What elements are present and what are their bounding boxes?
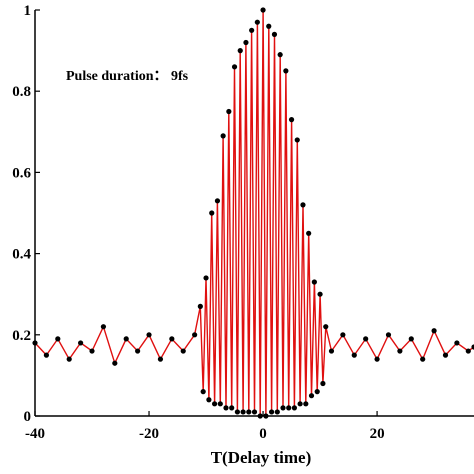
data-point (303, 401, 309, 407)
data-point (123, 336, 129, 342)
data-point (271, 31, 278, 37)
data-point (317, 291, 323, 297)
data-point (420, 356, 426, 362)
data-point (374, 356, 380, 362)
data-point (223, 405, 229, 411)
data-point (260, 7, 266, 13)
data-point (283, 68, 289, 74)
data-point (306, 230, 312, 236)
data-point (55, 336, 61, 342)
data-point (226, 108, 232, 115)
data-point (277, 52, 283, 58)
x-axis-title: T(Delay time) (211, 448, 312, 467)
data-point (314, 389, 320, 395)
data-point (385, 332, 392, 338)
data-point (266, 23, 272, 29)
y-tick-label: 1 (24, 3, 32, 19)
data-point (220, 133, 226, 139)
y-tick-label: 0.6 (12, 165, 31, 181)
data-point (311, 279, 317, 285)
data-point (280, 405, 286, 411)
data-point (100, 324, 107, 330)
data-point (294, 137, 300, 143)
data-point (251, 409, 258, 415)
data-point (442, 352, 449, 358)
data-point (254, 19, 260, 25)
data-point (308, 393, 315, 399)
data-point (89, 348, 95, 354)
data-point (291, 405, 298, 411)
data-point (351, 352, 357, 358)
data-point (197, 303, 203, 309)
data-point (157, 356, 164, 362)
data-point (249, 27, 255, 33)
data-point (203, 275, 209, 281)
data-point (465, 348, 471, 354)
axes (34, 9, 474, 417)
tick-labels: 0 0.2 0.4 0.6 0.8 1 -40 -20 0 20 (12, 3, 384, 442)
data-point (169, 336, 175, 342)
data-point (363, 336, 369, 342)
data-point (320, 380, 326, 387)
data-point (217, 401, 223, 407)
data-point (454, 340, 460, 346)
series-line (34, 9, 474, 417)
data-point (431, 328, 437, 334)
y-tick-label: 0.4 (12, 247, 31, 263)
plot-area (32, 7, 474, 419)
data-point (269, 409, 275, 415)
data-point (234, 409, 240, 415)
data-point (328, 348, 335, 354)
pulse-duration-annotation: Pulse duration： 9fs (66, 69, 189, 84)
data-point (237, 48, 243, 54)
data-point (240, 409, 246, 415)
data-point (243, 39, 249, 46)
data-point (286, 405, 292, 411)
data-point (471, 344, 474, 350)
data-point (288, 117, 295, 123)
data-point (231, 64, 238, 70)
data-point (246, 409, 252, 415)
x-tick-label: -40 (25, 426, 45, 442)
data-point (229, 405, 235, 411)
data-point (32, 340, 38, 346)
data-point (300, 202, 306, 208)
data-point (263, 413, 269, 419)
y-tick-label: 0.8 (12, 84, 31, 100)
data-point (192, 332, 198, 338)
data-point (200, 389, 206, 395)
data-point (206, 397, 212, 403)
data-point (257, 413, 263, 419)
data-point (408, 336, 414, 342)
data-point (274, 409, 280, 415)
data-point (397, 348, 403, 354)
x-tick-label: 0 (259, 426, 267, 442)
data-point (297, 401, 303, 407)
data-point (112, 360, 118, 366)
data-point (211, 401, 218, 407)
data-point (340, 332, 346, 338)
x-tick-label: -20 (139, 426, 159, 442)
data-point (78, 340, 84, 346)
y-tick-label: 0.2 (12, 328, 31, 344)
data-point (209, 210, 215, 216)
data-point (214, 198, 221, 204)
data-point (323, 324, 329, 330)
x-tick-label: 20 (370, 426, 385, 442)
y-tick-label: 0 (24, 409, 32, 425)
data-point (66, 356, 72, 362)
data-point (43, 352, 50, 358)
data-point (180, 348, 186, 354)
data-point (146, 332, 152, 338)
data-point (135, 348, 141, 354)
